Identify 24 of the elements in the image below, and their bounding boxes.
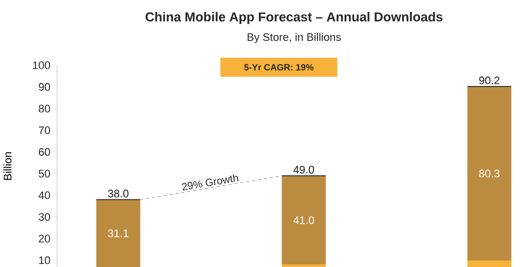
- total-label: 38.0: [108, 190, 128, 198]
- chart-subtitle: By Store, in Billions: [248, 32, 341, 44]
- y-axis-title: Billion: [3, 152, 12, 180]
- annotation: 5-Yr CAGR: 19%: [244, 64, 314, 70]
- y-tick-label: 100: [33, 61, 50, 70]
- data-label: 31.1: [108, 229, 128, 238]
- y-tick-label: 40: [38, 191, 50, 200]
- bar: [96, 200, 140, 267]
- data-label: 80.3: [479, 170, 500, 178]
- y-tick-label: 30: [38, 213, 50, 221]
- y-tick-label: 70: [38, 126, 50, 134]
- y-tick-label: 60: [38, 148, 50, 156]
- total-label: 90.2: [479, 76, 500, 84]
- data-label: 41.0: [293, 216, 314, 224]
- y-tick-label: 80: [38, 104, 50, 112]
- bar: [282, 176, 326, 265]
- bar: [467, 86, 512, 260]
- annotation: 29% Growth: [182, 174, 238, 190]
- y-tick-label: 50: [38, 170, 50, 178]
- y-tick-label: 90: [38, 83, 50, 91]
- y-tick-label: 20: [38, 234, 50, 242]
- chart-title: China Mobile App Forecast – Annual Downloads: [146, 12, 442, 24]
- y-tick-label: 10: [39, 256, 50, 264]
- total-label: 49.0: [293, 166, 314, 174]
